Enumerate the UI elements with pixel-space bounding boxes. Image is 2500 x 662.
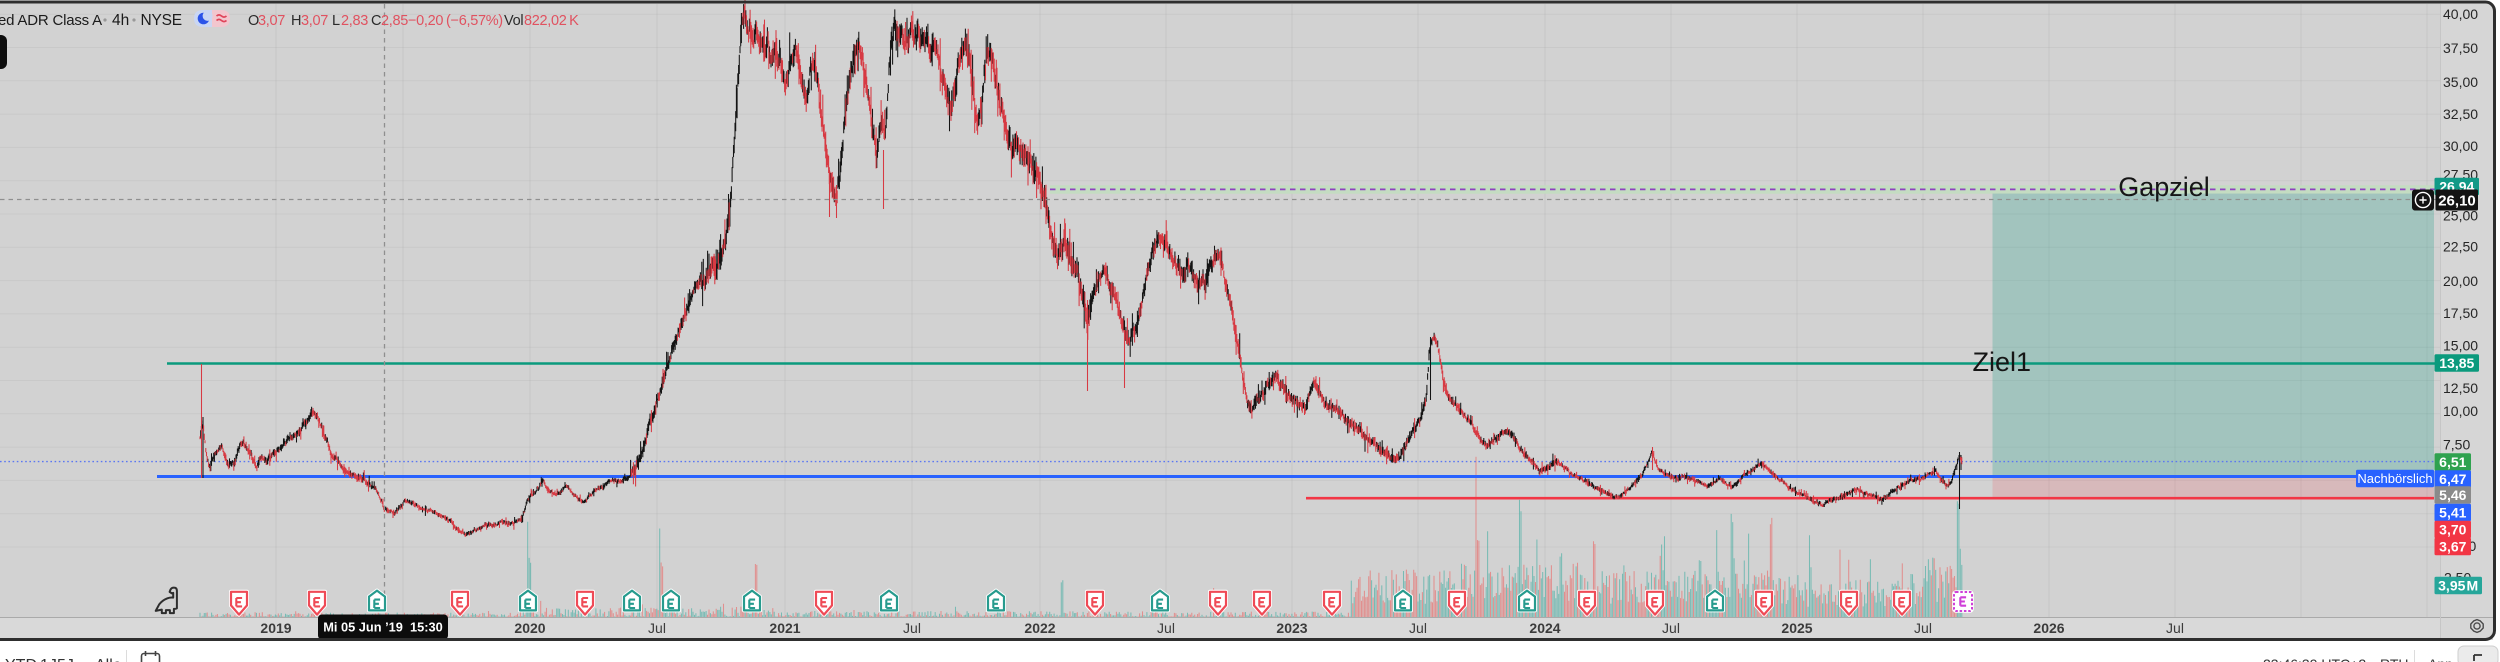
svg-text:Ziel1: Ziel1 [1972,347,2031,377]
svg-text:40,00: 40,00 [2443,6,2478,22]
svg-text:Jul: Jul [1157,620,1175,636]
svg-text:37,50: 37,50 [2443,40,2478,56]
svg-text:30,00: 30,00 [2443,138,2478,154]
svg-text:H: H [291,13,301,29]
svg-text:O: O [248,13,259,29]
svg-text:Jul: Jul [2166,620,2184,636]
svg-text:Gapziel: Gapziel [2118,172,2210,202]
svg-text:32,50: 32,50 [2443,106,2478,122]
svg-text:2020: 2020 [514,620,545,636]
svg-text:C: C [371,13,381,29]
svg-text:Mi 05 Jun ’19 15:30: Mi 05 Jun ’19 15:30 [323,620,443,635]
svg-text:RTH: RTH [2380,656,2409,662]
svg-text:2024: 2024 [1529,620,1560,636]
svg-text:2021: 2021 [769,620,800,636]
svg-text:Vol: Vol [504,13,523,29]
svg-text:5,46: 5,46 [2439,487,2466,503]
svg-text:6,47: 6,47 [2439,471,2466,487]
svg-text:Alle: Alle [95,657,122,662]
svg-text:Anp: Anp [2428,656,2453,662]
svg-text:Jul: Jul [1409,620,1427,636]
svg-text:ed ADR Class A: ed ADR Class A [0,12,102,29]
svg-text:15,00: 15,00 [2443,338,2478,354]
svg-text:26,10: 26,10 [2438,193,2476,210]
svg-text:4h: 4h [112,12,129,29]
svg-text:Jul: Jul [903,620,921,636]
svg-text:1J: 1J [40,657,57,662]
svg-text:2,85: 2,85 [381,13,408,29]
svg-text:2026: 2026 [2033,620,2064,636]
svg-text:5,41: 5,41 [2439,505,2466,521]
svg-text:7,50: 7,50 [2443,437,2470,453]
svg-text:2022: 2022 [1024,620,1055,636]
svg-text:2023: 2023 [1276,620,1307,636]
svg-text:13,85: 13,85 [2439,355,2474,371]
svg-text:3,95 M: 3,95 M [2438,578,2478,594]
svg-text:−0,20: −0,20 [408,13,443,29]
svg-text:17,50: 17,50 [2443,305,2478,321]
svg-text:Jul: Jul [1662,620,1680,636]
svg-text:20,00: 20,00 [2443,273,2478,289]
svg-text:Jul: Jul [1914,620,1932,636]
svg-text:3,67: 3,67 [2439,539,2466,555]
svg-text:22,50: 22,50 [2443,239,2478,255]
svg-text:NYSE: NYSE [141,12,182,29]
svg-text:10,00: 10,00 [2443,403,2478,419]
svg-text:25,00: 25,00 [2443,208,2478,224]
svg-text:5J: 5J [57,657,74,662]
svg-text:822,02 K: 822,02 K [524,13,579,29]
svg-text:35,00: 35,00 [2443,74,2478,90]
svg-text:3,07: 3,07 [258,13,285,29]
svg-text:2019: 2019 [260,620,291,636]
svg-text:3,70: 3,70 [2439,522,2466,538]
svg-text:23:46:39 UTC+2: 23:46:39 UTC+2 [2263,656,2366,662]
svg-text:YTD: YTD [5,657,37,662]
svg-text:2025: 2025 [1781,620,1812,636]
svg-text:3,07: 3,07 [301,13,328,29]
svg-text:12,50: 12,50 [2443,380,2478,396]
svg-text:2,83: 2,83 [341,13,368,29]
svg-text:L: L [332,13,340,29]
svg-text:6,51: 6,51 [2439,454,2466,470]
svg-text:Nachbörslich: Nachbörslich [2357,471,2432,486]
svg-text:(−6,57%): (−6,57%) [446,13,503,29]
svg-text:Jul: Jul [648,620,666,636]
